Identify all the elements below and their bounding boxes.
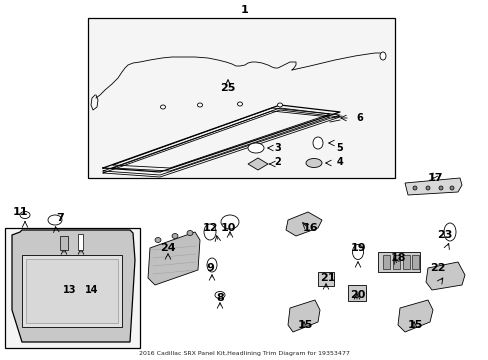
Ellipse shape [412, 186, 416, 190]
Bar [317, 272, 333, 286]
Text: 16: 16 [302, 223, 317, 233]
Text: 7: 7 [56, 213, 64, 223]
Bar [411, 255, 418, 269]
Ellipse shape [172, 234, 178, 238]
Text: 11: 11 [12, 207, 28, 217]
Text: 17: 17 [427, 173, 442, 183]
Text: 25: 25 [220, 83, 235, 93]
Ellipse shape [312, 137, 323, 149]
Bar [347, 285, 365, 301]
Ellipse shape [443, 223, 455, 241]
Ellipse shape [449, 186, 453, 190]
Ellipse shape [237, 102, 242, 106]
Text: 4: 4 [336, 157, 343, 167]
Bar [402, 255, 409, 269]
Bar [26, 259, 118, 323]
Ellipse shape [48, 215, 62, 225]
Polygon shape [404, 178, 461, 195]
Ellipse shape [277, 103, 282, 107]
Text: 1: 1 [241, 5, 248, 15]
Polygon shape [397, 300, 432, 332]
Text: 22: 22 [429, 263, 445, 273]
Bar [5, 228, 140, 348]
Ellipse shape [20, 211, 30, 219]
Ellipse shape [247, 143, 264, 153]
Bar [382, 255, 389, 269]
Text: 21: 21 [320, 273, 335, 283]
Polygon shape [120, 112, 319, 165]
Polygon shape [12, 230, 135, 342]
Ellipse shape [425, 186, 429, 190]
Text: 8: 8 [216, 293, 224, 303]
Polygon shape [148, 232, 200, 285]
Text: 13: 13 [63, 285, 77, 295]
Ellipse shape [197, 103, 202, 107]
Ellipse shape [305, 158, 321, 167]
Ellipse shape [221, 215, 239, 229]
Text: 12: 12 [202, 223, 217, 233]
Text: 3: 3 [274, 143, 281, 153]
Ellipse shape [160, 105, 165, 109]
Polygon shape [287, 300, 319, 332]
Text: 14: 14 [85, 285, 99, 295]
Ellipse shape [438, 186, 442, 190]
Ellipse shape [186, 230, 193, 235]
Text: 18: 18 [389, 253, 405, 263]
Ellipse shape [206, 258, 217, 272]
Text: 10: 10 [220, 223, 235, 233]
Polygon shape [285, 212, 321, 236]
Ellipse shape [379, 52, 385, 60]
Text: 9: 9 [205, 263, 214, 273]
Text: 20: 20 [349, 290, 365, 300]
Ellipse shape [352, 244, 363, 260]
Text: 2016 Cadillac SRX Panel Kit,Headlining Trim Diagram for 19353477: 2016 Cadillac SRX Panel Kit,Headlining T… [139, 351, 349, 356]
Text: 6: 6 [356, 113, 363, 123]
Bar [392, 255, 399, 269]
Text: 24: 24 [160, 243, 176, 253]
Bar [377, 252, 419, 272]
Bar [78, 234, 83, 250]
Bar [22, 255, 122, 327]
Bar [88, 18, 394, 178]
Ellipse shape [155, 238, 161, 243]
Polygon shape [247, 158, 267, 170]
Text: 19: 19 [349, 243, 365, 253]
Text: 23: 23 [436, 230, 452, 240]
Text: 15: 15 [297, 320, 312, 330]
Text: 2: 2 [274, 157, 281, 167]
Text: 15: 15 [407, 320, 422, 330]
Bar [60, 236, 68, 250]
Text: 5: 5 [336, 143, 343, 153]
Polygon shape [425, 262, 464, 290]
Ellipse shape [203, 224, 216, 240]
Ellipse shape [215, 292, 224, 298]
